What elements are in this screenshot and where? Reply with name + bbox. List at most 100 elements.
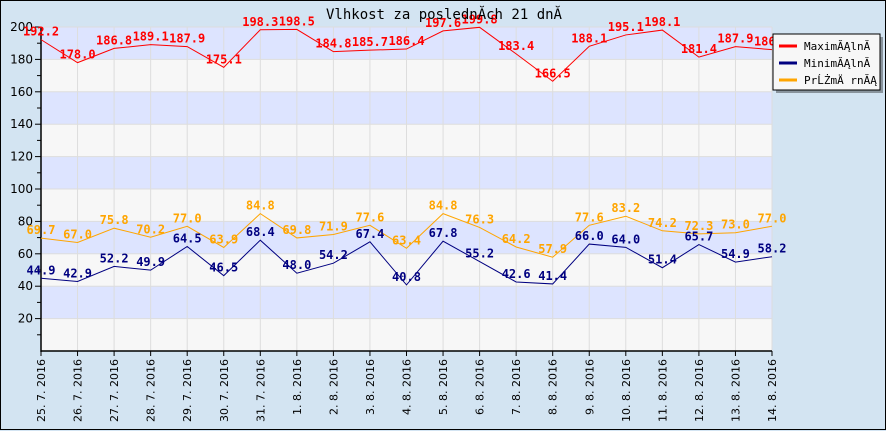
x-tick-label: 26. 7. 2016	[72, 359, 85, 422]
x-tick-label: 11. 8. 2016	[656, 359, 669, 422]
x-tick-label: 5. 8. 2016	[437, 359, 450, 415]
data-label: 77.0	[173, 211, 202, 225]
data-label: 63.9	[209, 232, 238, 246]
data-label: 74.2	[648, 216, 677, 230]
data-label: 72.3	[684, 219, 713, 233]
data-label: 55.2	[465, 247, 494, 261]
y-tick-label: 140	[10, 117, 33, 131]
x-tick-label: 8. 8. 2016	[547, 359, 560, 415]
data-label: 199.8	[462, 12, 498, 26]
y-tick-label: 180	[10, 52, 33, 66]
y-tick-label: 80	[18, 214, 33, 228]
data-label: 187.9	[717, 32, 753, 46]
data-label: 68.4	[246, 225, 275, 239]
data-label: 44.9	[27, 263, 56, 277]
data-label: 188.1	[571, 31, 607, 45]
data-label: 51.4	[648, 253, 677, 267]
data-label: 166.5	[535, 66, 571, 80]
x-tick-label: 30. 7. 2016	[218, 359, 231, 422]
data-label: 84.8	[429, 199, 458, 213]
x-tick-label: 3. 8. 2016	[364, 359, 377, 415]
data-label: 67.0	[63, 227, 92, 241]
data-label: 187.9	[169, 32, 205, 46]
data-label: 198.3	[242, 15, 278, 29]
data-label: 67.8	[429, 226, 458, 240]
y-tick-label: 100	[10, 182, 33, 196]
data-label: 64.0	[611, 232, 640, 246]
data-label: 75.8	[100, 213, 129, 227]
data-label: 71.9	[319, 220, 348, 234]
x-tick-label: 1. 8. 2016	[291, 359, 304, 415]
x-tick-label: 25. 7. 2016	[35, 359, 48, 422]
y-tick-label: 20	[18, 312, 33, 326]
data-label: 184.8	[315, 37, 351, 51]
data-label: 195.1	[608, 20, 644, 34]
legend: MaximĂĄlnĂ­ MinimĂĄlnĂ­ PrĹŻmÄ rnĂĄ	[772, 33, 883, 93]
data-label: 40.8	[392, 270, 421, 284]
x-tick-label: 28. 7. 2016	[145, 359, 158, 422]
data-label: 63.4	[392, 233, 421, 247]
x-tick-label: 13. 8. 2016	[729, 359, 742, 422]
data-label: 64.2	[502, 232, 531, 246]
y-tick-label: 200	[10, 20, 33, 34]
data-label: 83.2	[611, 201, 640, 215]
x-tick-label: 10. 8. 2016	[620, 359, 633, 422]
data-label: 198.1	[644, 15, 680, 29]
data-label: 73.0	[721, 218, 750, 232]
data-label: 54.9	[721, 247, 750, 261]
chart-title: Vlhkost za poslednĂ­ch 21 dnĂ­	[326, 5, 563, 23]
data-label: 178.0	[59, 48, 95, 62]
series-avg: 69.7 67.0 75.8 70.2 77.0 63.9 84.8 69.8 71.9 77.6…	[27, 199, 787, 258]
legend-label: MaximĂĄlnĂ­	[804, 40, 871, 53]
data-label: 42.9	[63, 267, 92, 281]
data-label: 48.0	[282, 258, 311, 272]
data-label: 67.4	[355, 227, 384, 241]
data-label: 41.4	[538, 269, 567, 283]
data-label: 65.7	[684, 230, 713, 244]
data-label: 64.5	[173, 232, 202, 246]
y-tick-label: 120	[10, 150, 33, 164]
series-min: 44.9 42.9 52.2 49.9 64.5 46.5 68.4 48.0 54.2 67.4…	[27, 225, 787, 286]
x-tick-label: 29. 7. 2016	[181, 359, 194, 422]
x-tick-label: 27. 7. 2016	[108, 359, 121, 422]
x-tick-label: 7. 8. 2016	[510, 359, 523, 415]
data-label: 69.7	[27, 223, 56, 237]
x-tick-label: 14. 8. 2016	[766, 359, 779, 422]
y-tick-label: 60	[18, 247, 33, 261]
x-tick-label: 2. 8. 2016	[327, 359, 340, 415]
x-tick-label: 31. 7. 2016	[254, 359, 267, 422]
data-label: 189.1	[133, 30, 169, 44]
data-label: 76.3	[465, 212, 494, 226]
data-label: 54.2	[319, 248, 348, 262]
data-label: 58.2	[758, 242, 787, 256]
data-label: 69.8	[282, 223, 311, 237]
data-label: 181.4	[681, 42, 717, 56]
data-label: 42.6	[502, 267, 531, 281]
data-label: 49.9	[136, 255, 165, 269]
legend-label: PrĹŻmÄ rnĂĄ	[804, 74, 877, 87]
gridlines	[41, 26, 773, 351]
data-label: 197.6	[425, 16, 461, 30]
data-label: 198.5	[279, 14, 315, 28]
data-label: 186.4	[388, 34, 424, 48]
data-label: 46.5	[209, 261, 238, 275]
data-label: 70.2	[136, 222, 165, 236]
data-label: 57.9	[538, 242, 567, 256]
x-tick-labels: 25. 7. 2016 26. 7. 2016 27. 7. 2016 28. 7. …	[35, 351, 779, 422]
data-label: 175.1	[206, 52, 242, 66]
x-tick-label: 4. 8. 2016	[401, 359, 414, 415]
x-tick-label: 6. 8. 2016	[474, 359, 487, 415]
data-label: 77.0	[758, 211, 787, 225]
y-tick-label: 40	[18, 279, 33, 293]
legend-label: MinimĂĄlnĂ­	[804, 57, 871, 70]
y-tick-labels: 20 40 60 80 100 120 140 160 180 200	[10, 20, 41, 336]
data-label: 52.2	[100, 251, 129, 265]
x-tick-label: 12. 8. 2016	[693, 359, 706, 422]
x-tick-label: 9. 8. 2016	[583, 359, 596, 415]
y-tick-label: 160	[10, 85, 33, 99]
data-label: 66.0	[575, 229, 604, 243]
data-label: 77.6	[355, 210, 384, 224]
